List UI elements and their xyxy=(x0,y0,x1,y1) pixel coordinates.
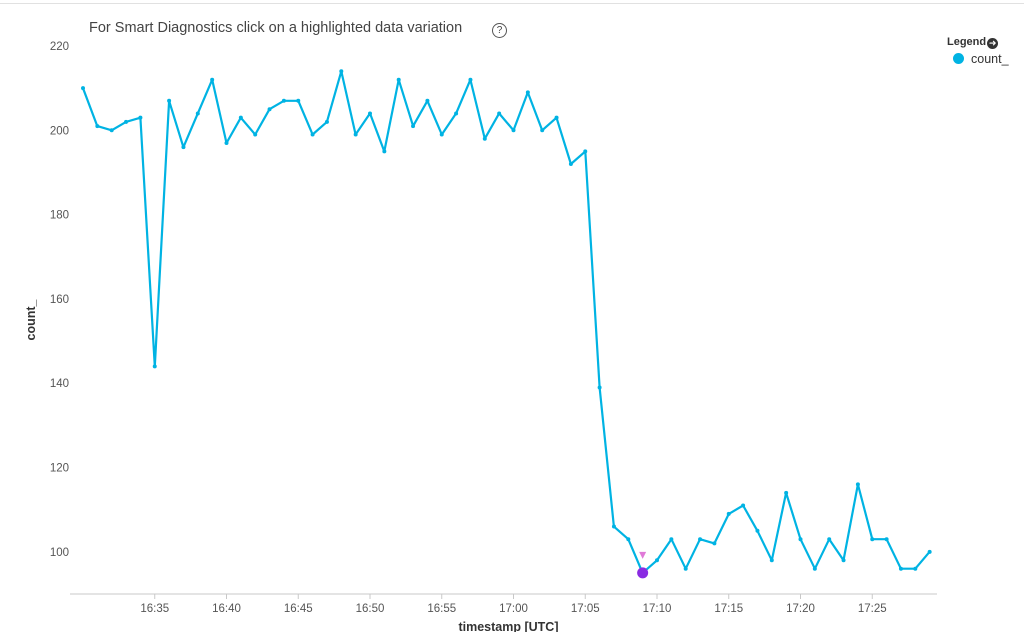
data-point[interactable] xyxy=(870,537,875,542)
data-point[interactable] xyxy=(281,98,286,103)
x-axis-title: timestamp [UTC] xyxy=(458,620,558,632)
legend: Legend ➜ count_ xyxy=(947,36,1009,66)
legend-swatch xyxy=(953,53,964,64)
smart-diagnostics-hint: For Smart Diagnostics click on a highlig… xyxy=(89,20,463,36)
y-axis: 100 120 140 160 180 200 220 xyxy=(50,41,69,559)
x-tick-label: 16:35 xyxy=(140,603,169,615)
y-tick-label: 140 xyxy=(50,378,69,390)
data-point[interactable] xyxy=(712,541,717,546)
data-point[interactable] xyxy=(324,119,329,124)
y-tick-label: 120 xyxy=(50,463,69,475)
arrow-right-icon: ➜ xyxy=(987,38,999,49)
data-point[interactable] xyxy=(109,128,114,133)
data-point[interactable] xyxy=(195,111,200,116)
data-point[interactable] xyxy=(525,90,530,95)
y-tick-label: 160 xyxy=(50,294,69,306)
data-point[interactable] xyxy=(812,566,817,571)
data-point[interactable] xyxy=(482,136,487,141)
data-point[interactable] xyxy=(95,124,100,129)
data-point[interactable] xyxy=(626,537,631,542)
y-tick-label: 220 xyxy=(50,41,69,53)
x-tick-label: 16:50 xyxy=(356,603,385,615)
data-point[interactable] xyxy=(568,162,573,167)
data-point[interactable] xyxy=(439,132,444,137)
data-point[interactable] xyxy=(497,111,502,116)
data-point[interactable] xyxy=(755,528,760,533)
data-point[interactable] xyxy=(353,132,358,137)
data-point[interactable] xyxy=(339,69,344,74)
data-point[interactable] xyxy=(741,503,746,508)
y-tick-label: 180 xyxy=(50,210,69,222)
data-point[interactable] xyxy=(583,149,588,154)
data-point[interactable] xyxy=(898,566,903,571)
x-tick-label: 16:45 xyxy=(284,603,313,615)
data-point[interactable] xyxy=(798,537,803,542)
x-tick-label: 16:55 xyxy=(427,603,456,615)
data-point[interactable] xyxy=(827,537,832,542)
data-point[interactable] xyxy=(310,132,315,137)
data-point[interactable] xyxy=(81,86,85,91)
x-tick-label: 17:00 xyxy=(499,603,528,615)
data-point[interactable] xyxy=(726,511,731,516)
data-point[interactable] xyxy=(425,98,430,103)
data-point[interactable] xyxy=(253,132,258,137)
data-point[interactable] xyxy=(855,482,860,487)
data-point[interactable] xyxy=(913,566,918,571)
data-point[interactable] xyxy=(769,558,774,563)
data-point[interactable] xyxy=(597,385,602,390)
y-tick-label: 100 xyxy=(50,547,69,559)
data-point[interactable] xyxy=(296,98,301,103)
x-tick-label: 17:05 xyxy=(571,603,600,615)
legend-item-label: count_ xyxy=(971,52,1009,66)
data-point[interactable] xyxy=(181,145,186,150)
x-tick-label: 17:20 xyxy=(786,603,815,615)
data-point[interactable] xyxy=(683,566,688,571)
data-point[interactable] xyxy=(554,115,559,120)
data-point[interactable] xyxy=(396,77,401,82)
x-tick-label: 17:25 xyxy=(858,603,887,615)
data-point[interactable] xyxy=(655,558,659,563)
data-point[interactable] xyxy=(124,119,129,124)
anomaly-marker-icon[interactable] xyxy=(639,551,647,559)
x-axis: 16:35 16:40 16:45 16:50 16:55 17:00 17:05 17:10… xyxy=(70,593,937,615)
highlighted-data-point[interactable] xyxy=(637,567,649,579)
data-point[interactable] xyxy=(927,549,932,554)
data-point[interactable] xyxy=(698,537,703,542)
x-tick-label: 17:10 xyxy=(643,603,672,615)
data-point[interactable] xyxy=(152,364,157,369)
data-point[interactable] xyxy=(368,111,372,116)
series-layer xyxy=(81,69,932,579)
data-point[interactable] xyxy=(540,128,545,133)
legend-title: Legend xyxy=(947,36,987,48)
help-icon[interactable]: ? xyxy=(492,23,507,38)
data-point[interactable] xyxy=(238,115,243,120)
data-point[interactable] xyxy=(454,111,459,116)
data-point[interactable] xyxy=(611,524,616,529)
x-tick-label: 17:15 xyxy=(714,603,743,615)
data-point[interactable] xyxy=(884,537,889,542)
data-point[interactable] xyxy=(224,140,229,145)
data-point[interactable] xyxy=(511,128,516,133)
series-line xyxy=(81,70,931,575)
data-point[interactable] xyxy=(841,558,846,563)
data-point[interactable] xyxy=(382,149,387,154)
data-point[interactable] xyxy=(468,77,473,82)
data-point[interactable] xyxy=(669,537,674,542)
data-point[interactable] xyxy=(784,490,789,495)
y-axis-title: count_ xyxy=(24,298,38,340)
top-divider xyxy=(0,3,1024,4)
data-point[interactable] xyxy=(138,115,143,120)
legend-item-count[interactable]: count_ xyxy=(947,52,1009,66)
data-point[interactable] xyxy=(411,124,416,129)
x-tick-label: 16:40 xyxy=(212,603,241,615)
data-point[interactable] xyxy=(267,107,272,112)
data-point[interactable] xyxy=(210,77,215,82)
y-tick-label: 200 xyxy=(50,125,69,137)
data-point[interactable] xyxy=(167,98,172,103)
legend-toggle[interactable]: Legend ➜ xyxy=(947,36,1009,49)
